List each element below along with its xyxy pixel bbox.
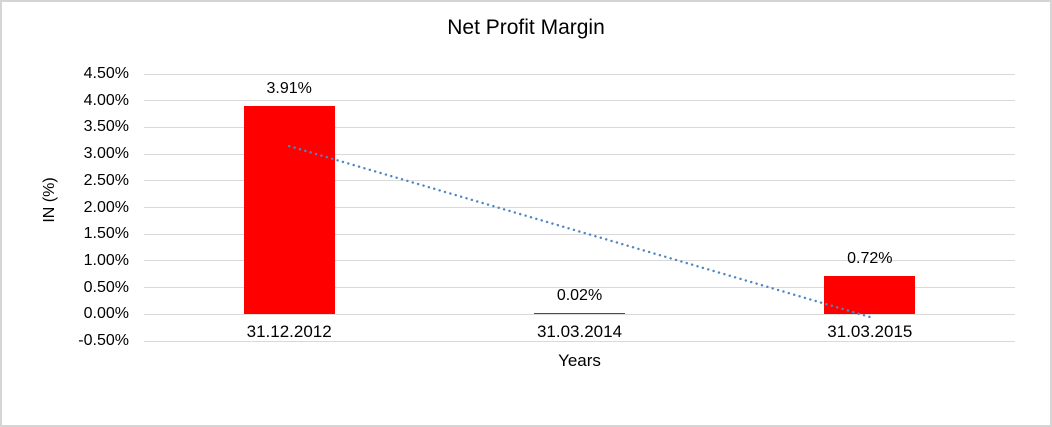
y-tick-label: 1.00%	[83, 251, 129, 269]
bar	[824, 275, 916, 315]
bar-data-label: 0.72%	[847, 249, 893, 267]
bar	[534, 313, 625, 315]
y-tick-label: 2.50%	[83, 171, 129, 189]
x-category-label: 31.03.2014	[536, 322, 623, 342]
y-tick-label: 2.00%	[83, 198, 129, 216]
y-tick-label: 0.00%	[83, 305, 129, 323]
bar	[243, 105, 335, 315]
y-tick-label: 4.00%	[83, 91, 129, 109]
y-tick-label: 3.00%	[83, 145, 129, 163]
x-category-label: 31.12.2012	[246, 322, 332, 342]
y-tick-label: 3.50%	[83, 118, 129, 136]
x-axis-title: Years	[558, 351, 601, 370]
y-tick-label: 0.50%	[83, 278, 129, 296]
y-tick-label: 4.50%	[83, 65, 129, 82]
gridline	[144, 100, 1015, 102]
chart-title: Net Profit Margin	[447, 16, 605, 39]
bar-data-label: 3.91%	[266, 79, 312, 97]
gridline	[144, 73, 1015, 75]
gridline	[144, 340, 1015, 342]
x-category-label: 31.03.2015	[827, 322, 913, 342]
bar-data-label: 0.02%	[556, 287, 603, 305]
gridline	[144, 126, 1015, 128]
y-tick-label: -0.50%	[78, 332, 129, 349]
y-tick-label: 1.50%	[83, 225, 129, 243]
